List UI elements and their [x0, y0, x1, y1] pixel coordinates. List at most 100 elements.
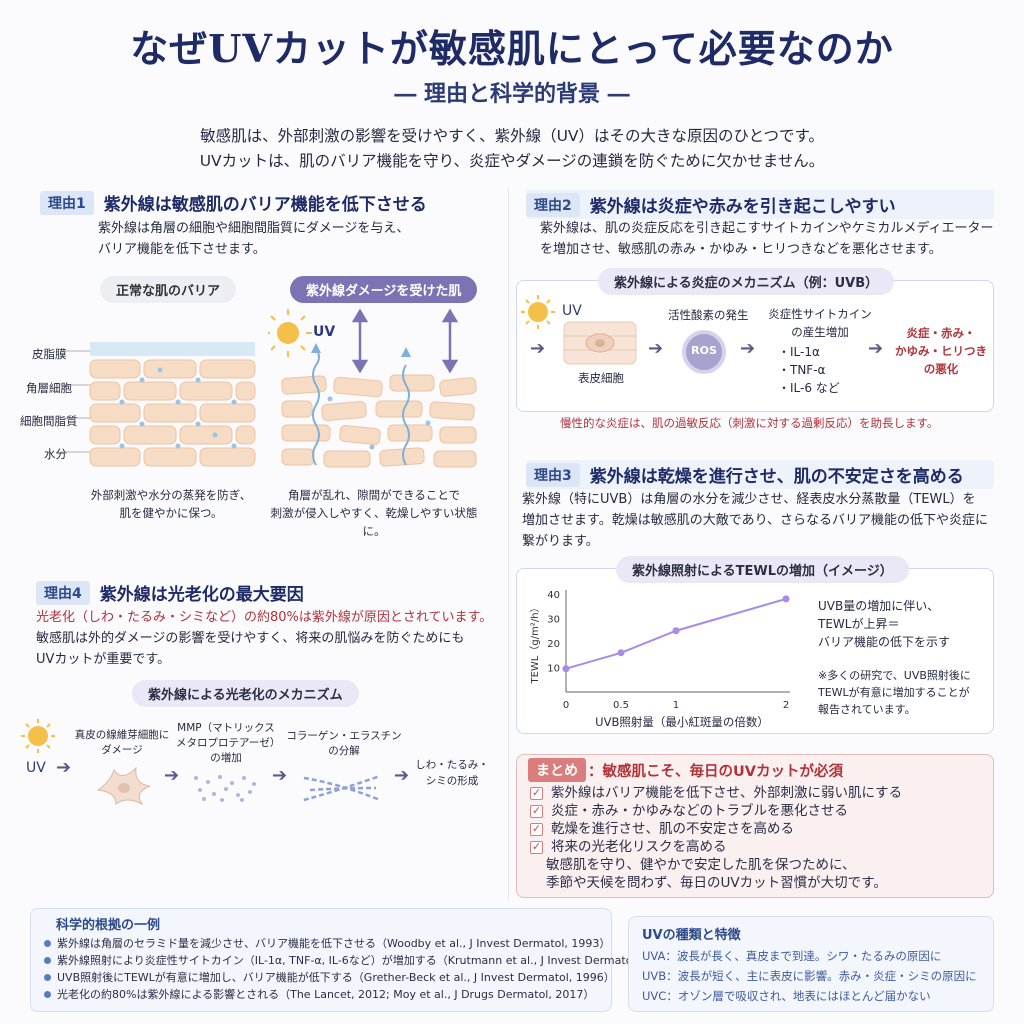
layer-label-corneocyte: 角層細胞: [26, 381, 72, 395]
uv-type-a: UVA：波長が長く、真皮まで到達。シワ・たるみの原因に: [642, 949, 942, 963]
reason2-header: 理由2 紫外線は炎症や赤みを引き起こしやすい: [526, 190, 994, 219]
bullet-icon: [44, 940, 51, 947]
photoaging-step2: MMP（マトリックス メタロプロテアーゼ） の増加: [176, 722, 281, 764]
summary-badge: まとめ: [528, 758, 586, 782]
tewl-data-point: [562, 665, 570, 673]
evidence-item: 紫外線照射により炎症性サイトカイン（IL-1α, TNF-α, IL-6など）が…: [44, 952, 681, 969]
arrow-icon: ➔: [740, 338, 756, 359]
uv-label-reason2: UV: [562, 303, 582, 319]
photoaging-step3: コラーゲン・エラスチン の分解: [286, 730, 402, 757]
photoaging-mechanism-label: 紫外線による光老化のメカニズム: [132, 680, 359, 707]
bullet-icon: [44, 957, 51, 964]
uv-type-c: UVC：オゾン層で吸収され、地表にはほとんど届かない: [642, 989, 931, 1003]
reason4-header: 理由4 紫外線は光老化の最大要因: [36, 580, 304, 605]
layer-label-lipid: 細胞間脂質: [20, 414, 78, 428]
collagen-fiber-icon: [303, 774, 381, 802]
photoaging-step4: しわ・たるみ・ シミの形成: [415, 759, 489, 787]
uv-label-reason1: UV: [313, 324, 336, 340]
uv-types-title: UVの種類と特徴: [642, 928, 741, 943]
column-divider: [508, 188, 509, 900]
summary-item: ✓ 乾燥を進行させ、肌の不安定さを高める: [530, 821, 794, 837]
bullet-icon: [44, 991, 51, 998]
evidence-title: 科学的根拠の一例: [56, 918, 161, 933]
evidence-item: 光老化の約80%は紫外線による影響とされる（The Lancet, 2012; …: [44, 986, 681, 1003]
reason3-header: 理由3 紫外線は乾燥を進行させ、肌の不安定さを高める: [526, 460, 994, 489]
layer-label-sebum: 皮脂膜: [32, 347, 67, 361]
reason3-text: 紫外線（特にUVB）は角層の水分を減少させ、経表皮水分蒸散量（TEWL）を 増加…: [522, 492, 989, 549]
epidermal-cell-label: 表皮細胞: [578, 371, 624, 385]
evidence-item: UVB照射後にTEWLが有意に増加し、バリア機能が低下する（Grether-Be…: [44, 969, 681, 986]
arrow-icon: ➔: [56, 757, 72, 778]
x-tick-label: 0.5: [613, 700, 629, 711]
y-tick-label: 40: [547, 590, 560, 601]
summary-card: [516, 754, 994, 898]
reason3-title: 紫外線は乾燥を進行させ、肌の不安定さを高める: [589, 467, 964, 487]
page-subtitle: ― 理由と科学的背景 ―: [394, 81, 630, 107]
reason1-title: 紫外線は敏感肌のバリア機能を低下させる: [103, 195, 427, 215]
tewl-chart-card: [516, 568, 994, 734]
intro-line-2: UVカットは、肌のバリア機能を守り、炎症やダメージの連鎖を防ぐために欠かせません…: [199, 152, 825, 170]
reason2-text: 紫外線は、肌の炎症反応を引き起こすサイトカインやケミカルメディエーター を増加さ…: [540, 221, 994, 257]
arrow-icon: ➔: [272, 765, 288, 786]
reason3-badge: 理由3: [526, 462, 580, 487]
reason1-badge: 理由1: [40, 190, 94, 215]
sun-icon: [268, 309, 312, 357]
tewl-data-point: [782, 595, 790, 603]
fibroblast-icon: [96, 766, 151, 806]
damaged-skin-label: 紫外線ダメージを受けた肌: [290, 276, 478, 303]
reason1-header: 理由1 紫外線は敏感肌のバリア機能を低下させる: [40, 190, 427, 215]
uv-types-card: [628, 916, 994, 1012]
tewl-side-note: UVB量の増加に伴い、 TEWLが上昇＝ バリア機能の低下を示す: [818, 599, 951, 649]
bullet-icon: [44, 974, 51, 981]
page-title: なぜUVカットが敏感肌にとって必要なのか: [130, 26, 894, 71]
normal-skin-caption: 外部刺激や水分の蒸発を防ぎ、 肌を健やかに保つ。: [90, 488, 252, 520]
ros-step-label: 活性酸素の発生: [668, 308, 749, 322]
arrow-icon: ➔: [868, 338, 884, 359]
summary-header: まとめ ：敏感肌こそ、毎日のUVカットが必須: [528, 758, 843, 782]
tewl-data-point: [672, 627, 680, 635]
inflammation-mechanism-label: 紫外線による炎症のメカニズム（例：UVB）: [598, 268, 895, 295]
summary-item: ✓ 炎症・赤み・かゆみなどのトラブルを悪化させる: [530, 803, 848, 819]
normal-skin-illustration: [60, 342, 256, 467]
reason4-text: 敏感肌は外的ダメージの影響を受けやすく、将来の肌悩みを防ぐためにも UVカットが…: [36, 631, 465, 667]
arrow-icon: ➔: [530, 338, 546, 359]
damaged-skin-caption: 角層が乱れ、隙間ができることで 刺激が侵入しやすく、乾燥しやすい状態に。: [270, 488, 478, 538]
ros-label: ROS: [691, 344, 717, 357]
inflammation-result: 炎症・赤み・ かゆみ・ヒリつき の悪化: [895, 326, 987, 376]
intro-line-1: 敏感肌は、外部刺激の影響を受けやすく、紫外線（UV）はその大きな原因のひとつです…: [200, 127, 824, 145]
photoaging-step1: 真皮の線維芽細胞に ダメージ: [74, 729, 170, 756]
normal-skin-label: 正常な肌のバリア: [100, 276, 237, 303]
x-tick-label: 0: [563, 700, 569, 711]
reason1-text: 紫外線は角層の細胞や細胞間脂質にダメージを与え、 バリア機能を低下させます。: [98, 221, 410, 257]
evidence-item: 紫外線は角層のセラミド量を減少させ、バリア機能を低下させる（Woodby et …: [44, 935, 681, 952]
epidermal-cell-icon: [563, 321, 637, 365]
checkbox-icon: ✓: [530, 786, 543, 800]
reason4-badge: 理由4: [36, 580, 90, 605]
checkbox-icon: ✓: [530, 840, 543, 854]
uv-types-list: UVA：波長が長く、真皮まで到達。シワ・たるみの原因に UVB：波長が短く、主に…: [642, 946, 977, 1006]
x-tick-label: 2: [783, 700, 789, 711]
x-axis-label: UVB照射量（最小紅斑量の倍数）: [595, 715, 769, 729]
summary-item: ✓ 紫外線はバリア機能を低下させ、外部刺激に弱い肌にする: [530, 785, 903, 801]
cytokine-list: ・IL-1α ・TNF-α ・IL-6 など: [778, 345, 840, 395]
x-tick-label: 1: [673, 700, 679, 711]
tewl-line-chart: 10 20 30 40 0 0.5 1 2 TEWL（g/m²/h）: [529, 590, 790, 711]
summary-title: ：敏感肌こそ、毎日のUVカットが必須: [588, 763, 843, 780]
evidence-list: 紫外線は角層のセラミド量を減少させ、バリア機能を低下させる（Woodby et …: [44, 935, 681, 1003]
layer-label-water: 水分: [44, 447, 67, 461]
reason2-title: 紫外線は炎症や赤みを引き起こしやすい: [589, 197, 896, 217]
tewl-side-note-2: ※多くの研究で、UVB照射後に TEWLが有意に増加することが 報告されています。: [818, 669, 971, 716]
uv-label-reason4: UV: [26, 760, 46, 776]
y-axis-label: TEWL（g/m²/h）: [529, 602, 541, 684]
arrow-icon: ➔: [164, 765, 180, 786]
damaged-skin-illustration: [268, 308, 477, 468]
ros-icon: [682, 330, 726, 374]
y-tick-label: 30: [547, 615, 560, 626]
checkbox-icon: ✓: [530, 804, 543, 818]
summary-item: ✓ 将来の光老化リスクを高める: [530, 839, 727, 855]
reason4-highlight: 光老化（しわ・たるみ・シミなど）の約80%は紫外線が原因とされています。: [36, 610, 493, 625]
tewl-data-point: [617, 649, 625, 657]
reason4-title: 紫外線は光老化の最大要因: [99, 585, 304, 605]
evidence-card: [30, 908, 612, 1012]
tewl-chart-label: 紫外線照射によるTEWLの増加（イメージ）: [616, 556, 909, 583]
